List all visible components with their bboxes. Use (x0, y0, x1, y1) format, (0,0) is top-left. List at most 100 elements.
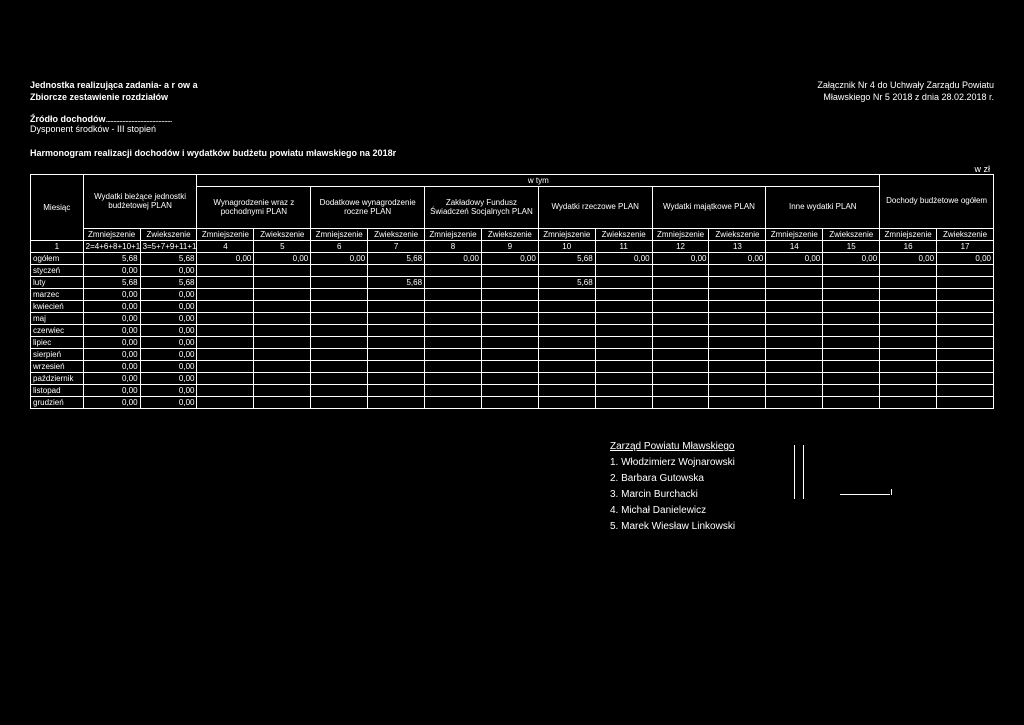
sub-zmn-4: Zmniejszenie (538, 229, 595, 241)
data-cell (311, 361, 368, 373)
data-cell (766, 337, 823, 349)
data-cell: 0,00 (481, 253, 538, 265)
data-cell (652, 397, 709, 409)
data-cell (595, 325, 652, 337)
data-cell: 0,00 (766, 253, 823, 265)
wtym-header: w tym (197, 175, 880, 187)
data-cell (709, 361, 766, 373)
data-cell (880, 289, 937, 301)
data-cell (880, 277, 937, 289)
data-cell (823, 397, 880, 409)
data-cell (311, 397, 368, 409)
data-cell (311, 289, 368, 301)
table-row: listopad0,000,00 (31, 385, 994, 397)
data-cell (481, 337, 538, 349)
data-cell (425, 277, 482, 289)
data-cell (425, 337, 482, 349)
data-cell (766, 373, 823, 385)
data-cell (766, 301, 823, 313)
data-cell (766, 349, 823, 361)
col-header-month: Miesiąc (31, 175, 84, 241)
data-cell (538, 337, 595, 349)
currency-label: w zł (30, 164, 994, 174)
group-header-3: Zakładowy Fundusz Świadczeń Socjalnych P… (425, 187, 539, 229)
sub-zmn-1: Zmniejszenie (197, 229, 254, 241)
data-cell (368, 349, 425, 361)
data-cell (880, 325, 937, 337)
colnum-17: 17 (937, 241, 994, 253)
data-cell (538, 361, 595, 373)
data-cell (823, 325, 880, 337)
data-cell (368, 337, 425, 349)
month-cell: wrzesień (31, 361, 84, 373)
header-unit: Jednostka realizująca zadania- a r ow a (30, 80, 817, 90)
colnum-8: 8 (425, 241, 482, 253)
data-cell (823, 373, 880, 385)
data-cell (709, 397, 766, 409)
data-cell (652, 373, 709, 385)
data-cell (368, 325, 425, 337)
data-cell (766, 361, 823, 373)
data-cell (311, 265, 368, 277)
source-label: Źródło dochodów (30, 114, 106, 124)
data-cell (709, 325, 766, 337)
data-cell (766, 277, 823, 289)
data-cell: 5,68 (538, 277, 595, 289)
data-cell (823, 289, 880, 301)
sub-zwi-5: Zwiekszenie (709, 229, 766, 241)
data-cell: 0,00 (83, 361, 140, 373)
data-cell (311, 385, 368, 397)
data-cell (823, 385, 880, 397)
colnum-5: 5 (254, 241, 311, 253)
data-cell (425, 349, 482, 361)
data-cell: 5,68 (140, 277, 197, 289)
data-cell (709, 277, 766, 289)
data-cell (766, 325, 823, 337)
data-cell (766, 265, 823, 277)
data-cell (595, 337, 652, 349)
data-cell (937, 277, 994, 289)
table-row: lipiec0,000,00 (31, 337, 994, 349)
data-cell (823, 277, 880, 289)
data-cell (254, 337, 311, 349)
colnum-14: 14 (766, 241, 823, 253)
header-row-1: Jednostka realizująca zadania- a r ow a … (30, 80, 994, 90)
sub-zwi-3: Zwiekszenie (481, 229, 538, 241)
sub-zmn-0: Zmniejszenie (83, 229, 140, 241)
data-cell (311, 349, 368, 361)
header-attachment-1: Załącznik Nr 4 do Uchwały Zarządu Powiat… (817, 80, 994, 90)
table-row-formula: 1 2=4+6+8+10+12+14 3=5+7+9+11+13+15 4 5 … (31, 241, 994, 253)
data-cell (197, 277, 254, 289)
data-cell (425, 361, 482, 373)
sub-zmn-6: Zmniejszenie (766, 229, 823, 241)
data-cell (595, 361, 652, 373)
data-cell (254, 313, 311, 325)
data-cell (538, 265, 595, 277)
data-cell (197, 337, 254, 349)
data-cell (880, 313, 937, 325)
group-header-7: Dochody budżetowe ogółem (880, 175, 994, 229)
data-cell (254, 373, 311, 385)
data-cell (197, 361, 254, 373)
data-cell (880, 397, 937, 409)
data-cell: 0,00 (140, 361, 197, 373)
data-cell (709, 349, 766, 361)
colnum-6: 6 (311, 241, 368, 253)
data-cell (652, 337, 709, 349)
group-header-1: Wynagrodzenie wraz z pochodnymi PLAN (197, 187, 311, 229)
signature-line-icon (840, 494, 890, 495)
group-header-2: Dodatkowe wynagrodzenie roczne PLAN (311, 187, 425, 229)
data-cell (481, 397, 538, 409)
month-cell: lipiec (31, 337, 84, 349)
disponent-line: Dysponent środków - III stopień (30, 124, 994, 134)
sub-zwi-7: Zwiekszenie (937, 229, 994, 241)
sub-zwi-4: Zwiekszenie (595, 229, 652, 241)
data-cell (766, 313, 823, 325)
data-cell: 0,00 (140, 397, 197, 409)
data-cell: 0,00 (880, 253, 937, 265)
data-cell (937, 265, 994, 277)
data-cell (823, 301, 880, 313)
data-cell (937, 313, 994, 325)
data-cell (652, 277, 709, 289)
data-cell (937, 385, 994, 397)
